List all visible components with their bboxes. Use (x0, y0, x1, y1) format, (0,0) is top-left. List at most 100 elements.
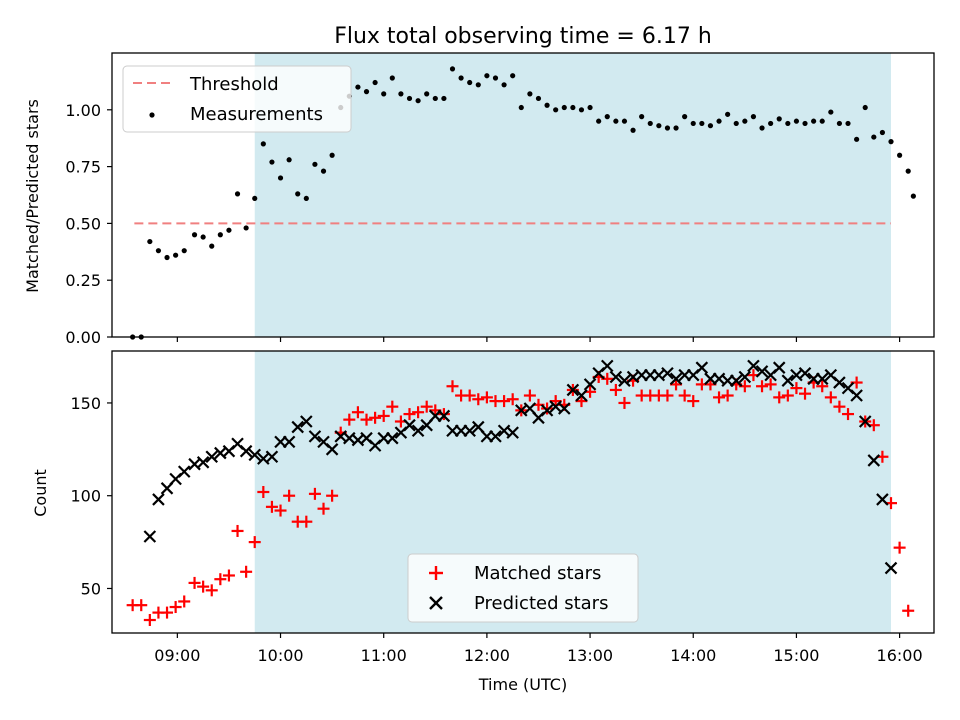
measurement-point (862, 104, 868, 111)
measurement-point (707, 123, 714, 129)
measurement-point (234, 191, 241, 197)
measurement-point (871, 134, 877, 140)
measurement-point (415, 98, 421, 104)
measurement-point (147, 238, 153, 245)
matched-point (498, 395, 511, 408)
measurement-point (828, 109, 834, 115)
measurement-point (578, 107, 585, 113)
matched-point (902, 604, 915, 617)
top-y-axis-label: Matched/Predicted stars (23, 99, 42, 293)
predicted-point (833, 376, 846, 389)
bottom-y-axis-label: Count (31, 469, 50, 517)
bottom-y-tick-label: 150 (70, 394, 101, 413)
bottom-axes-frame (111, 350, 935, 634)
legend-threshold-label: Threshold (189, 74, 279, 95)
measurement-point (535, 95, 542, 102)
top-legend-box (122, 65, 352, 133)
predicted-point (437, 409, 451, 423)
measurement-point (544, 102, 550, 108)
matched-point (506, 393, 519, 406)
measurement-point (621, 118, 628, 124)
matched-point (420, 400, 433, 413)
measurement-point (561, 104, 567, 111)
predicted-point (609, 370, 623, 384)
measurement-point (910, 193, 916, 199)
measurement-point (389, 75, 395, 81)
predicted-point (143, 530, 157, 543)
x-tick-label: 14:00 (670, 646, 716, 665)
predicted-point (177, 465, 191, 478)
x-tick-label: 11:00 (361, 646, 407, 665)
top-y-tick-label: 0.00 (65, 328, 101, 347)
predicted-point (489, 430, 502, 443)
predicted-point (386, 431, 399, 445)
measurement-point (793, 118, 800, 124)
measurement-point (897, 152, 903, 158)
measurement-point (802, 120, 808, 127)
matched-point (240, 565, 253, 578)
matched-point (300, 515, 313, 528)
measurement-point (191, 232, 198, 238)
measurement-point (733, 120, 739, 127)
measurement-point (398, 91, 404, 97)
x-tick-label: 13:00 (567, 646, 613, 665)
matched-point (472, 393, 485, 406)
legend-measurements-label: Measurements (190, 104, 323, 125)
matched-point (351, 406, 364, 419)
predicted-point (729, 374, 743, 387)
matched-point (842, 408, 855, 421)
measurement-point (647, 120, 653, 127)
measurement-point (155, 248, 162, 254)
predicted-point (618, 374, 631, 387)
measurement-point (467, 79, 473, 86)
measurement-point (587, 104, 593, 111)
legend-measurements-swatch (149, 112, 155, 118)
predicted-point (661, 366, 674, 380)
measurement-point (492, 75, 499, 81)
measurement-point (656, 123, 662, 129)
matched-point (687, 395, 700, 408)
matched-point (756, 380, 769, 393)
predicted-point (600, 359, 614, 373)
measurement-point (372, 79, 378, 86)
measurement-point (217, 232, 223, 238)
predicted-point (557, 402, 571, 415)
measurement-point (518, 104, 524, 111)
measurement-point (604, 114, 610, 120)
measurement-point (682, 114, 688, 120)
matched-point (764, 378, 777, 391)
bottom-y-tick-label: 50 (81, 579, 101, 598)
measurement-point (699, 120, 705, 127)
matched-point (799, 387, 812, 400)
x-tick-label: 15:00 (773, 646, 819, 665)
matched-point (609, 383, 622, 396)
measurement-point (164, 254, 170, 261)
matched-point (248, 536, 261, 549)
measurement-point (845, 120, 851, 127)
measurement-point (759, 125, 765, 131)
predicted-point (850, 389, 863, 402)
matched-point (833, 400, 846, 413)
predicted-point (747, 359, 760, 373)
predicted-point (282, 435, 296, 449)
top-axes-frame (111, 52, 935, 338)
predicted-point (738, 370, 752, 384)
matched-point (661, 389, 674, 402)
measurement-point (173, 252, 179, 258)
measurement-point (690, 120, 696, 127)
x-tick-label: 16:00 (877, 646, 923, 665)
predicted-point (411, 424, 425, 438)
measurement-point (776, 116, 782, 122)
predicted-point (755, 365, 769, 378)
legend-matched-swatch (429, 566, 443, 580)
matched-point (721, 389, 734, 402)
measurement-point (527, 91, 533, 97)
matched-point (541, 402, 554, 415)
matched-point (197, 580, 210, 593)
measurement-point (785, 120, 791, 127)
measurement-point (501, 82, 507, 88)
matched-point (816, 380, 829, 393)
matched-point (257, 486, 270, 498)
predicted-point (583, 378, 597, 391)
matched-point (773, 391, 786, 404)
